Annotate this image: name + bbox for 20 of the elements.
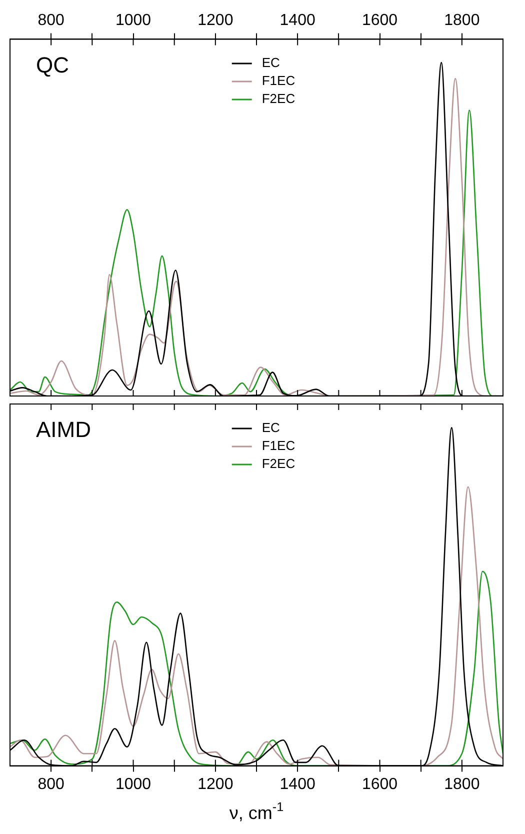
- chart-title: QC: [36, 52, 70, 78]
- x-tick-label: 800: [38, 776, 65, 793]
- x-tick-label: 1800: [444, 776, 480, 793]
- legend-label: F1EC: [262, 438, 296, 454]
- x-tick-label: 1000: [115, 12, 152, 30]
- legend-label: F1EC: [262, 73, 296, 88]
- legend-label: F2EC: [262, 456, 296, 472]
- legend-label: EC: [262, 420, 280, 436]
- x-tick-label: 1800: [444, 12, 480, 30]
- x-tick-label: 1600: [362, 776, 398, 793]
- x-tick-label: 1200: [198, 776, 234, 793]
- x-tick-label: 1600: [362, 12, 398, 30]
- x-tick-label: 1200: [198, 12, 234, 30]
- x-tick-label: 1000: [115, 776, 152, 793]
- x-tick-label: 800: [38, 12, 65, 30]
- legend-label: F2EC: [262, 91, 296, 106]
- x-tick-label: 1400: [280, 776, 316, 793]
- legend-label: EC: [262, 55, 280, 70]
- x-tick-label: 1400: [280, 12, 316, 30]
- chart-title: AIMD: [36, 417, 91, 442]
